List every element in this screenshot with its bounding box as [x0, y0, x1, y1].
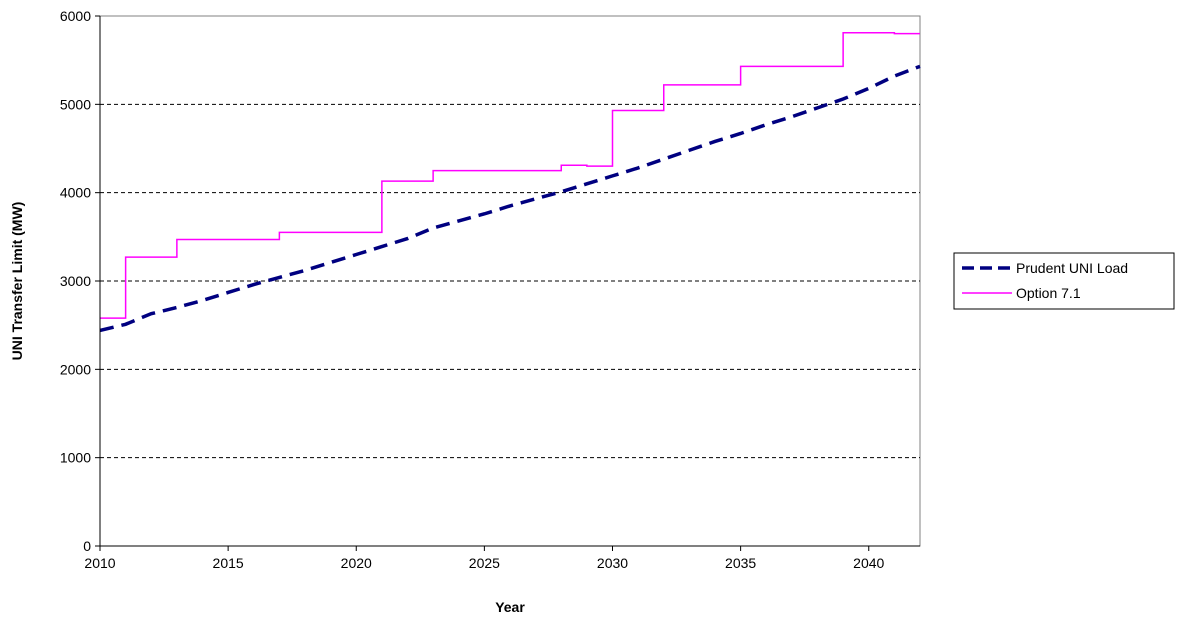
y-tick-label: 2000 — [60, 361, 91, 377]
x-tick-label: 2020 — [341, 555, 372, 571]
legend-label-prudent-uni-load: Prudent UNI Load — [1016, 260, 1128, 276]
y-tick-label: 5000 — [60, 96, 91, 112]
x-axis-title: Year — [495, 599, 525, 615]
legend: Prudent UNI Load Option 7.1 — [954, 253, 1174, 309]
x-tick-label: 2040 — [853, 555, 884, 571]
y-tick-label: 0 — [83, 538, 91, 554]
legend-label-option-7-1: Option 7.1 — [1016, 285, 1081, 301]
x-tick-label: 2025 — [469, 555, 500, 571]
y-tick-label: 1000 — [60, 450, 91, 466]
x-tick-label: 2030 — [597, 555, 628, 571]
y-axis-ticks: 0 1000 2000 3000 4000 5000 6000 — [60, 8, 100, 554]
x-tick-label: 2010 — [84, 555, 115, 571]
y-tick-label: 3000 — [60, 273, 91, 289]
y-tick-label: 4000 — [60, 185, 91, 201]
x-tick-label: 2015 — [213, 555, 244, 571]
x-tick-label: 2035 — [725, 555, 756, 571]
x-axis-ticks: 2010 2015 2020 2025 2030 2035 2040 — [84, 546, 884, 571]
y-axis-title: UNI Transfer Limit (MW) — [9, 202, 25, 361]
y-tick-label: 6000 — [60, 8, 91, 24]
